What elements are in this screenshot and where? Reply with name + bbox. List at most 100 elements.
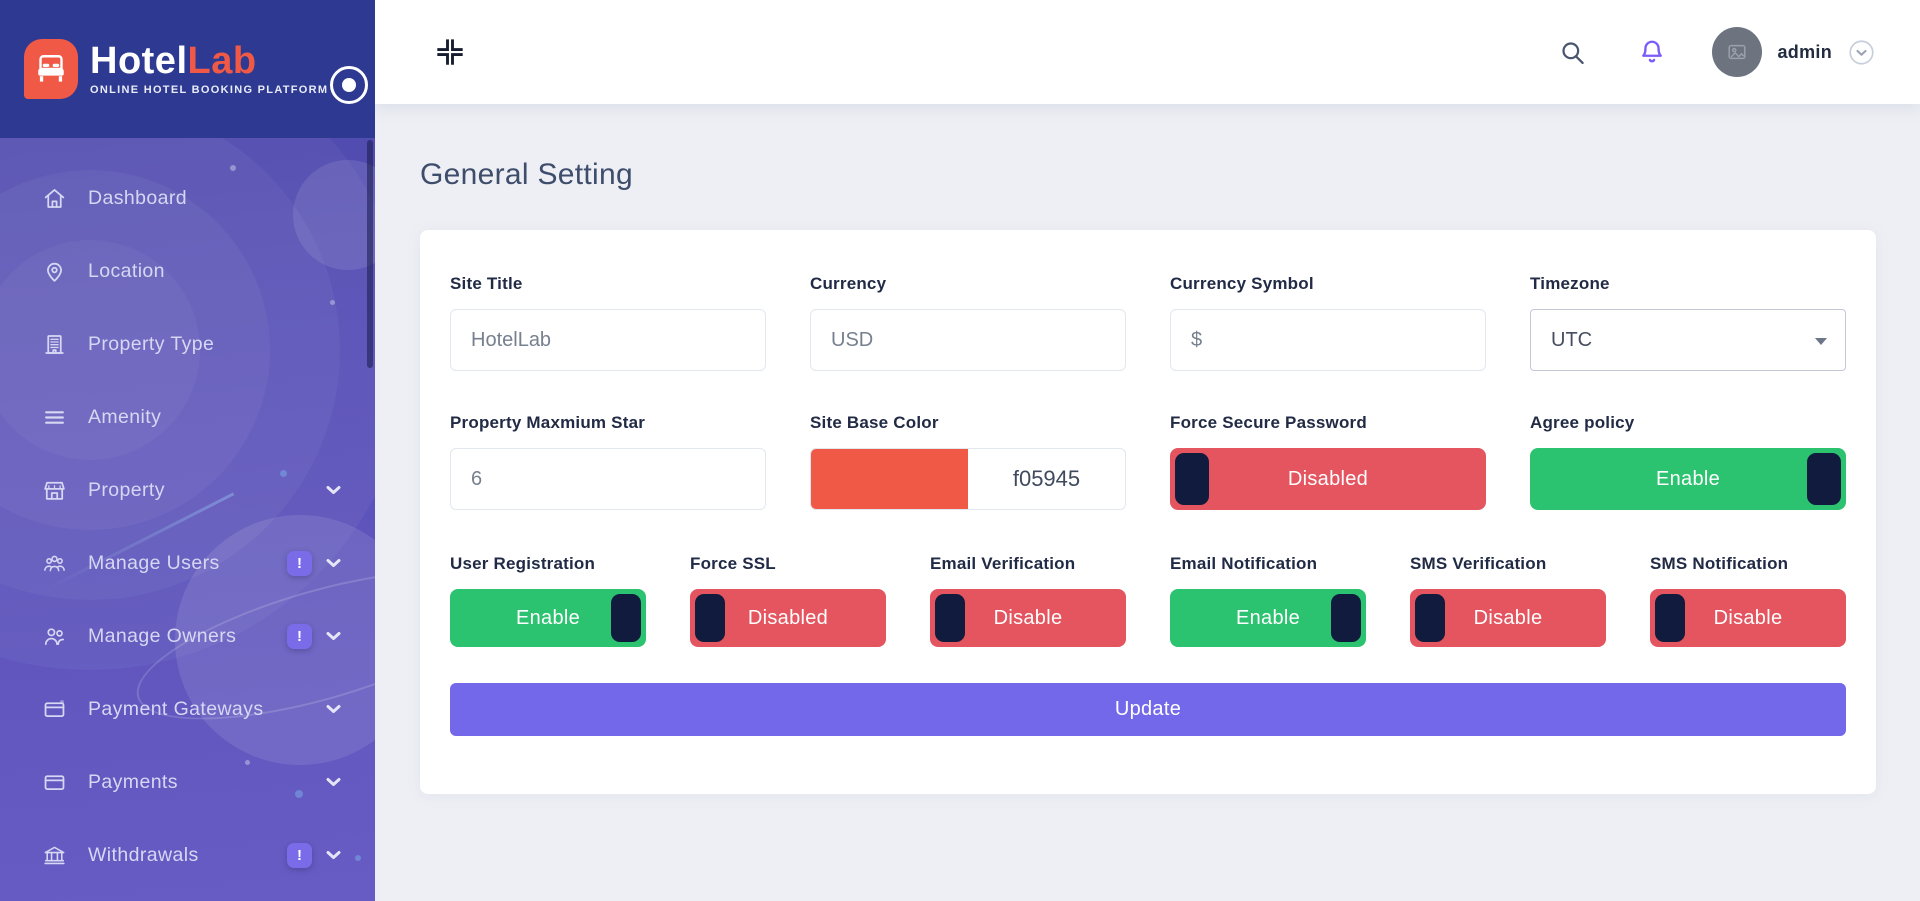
user-registration-label: User Registration [450,554,596,573]
brand-tagline: ONLINE HOTEL BOOKING PLATFORM [90,84,329,96]
main-content: General Setting Site Title Currency Curr… [375,104,1920,901]
sms-verification-toggle[interactable]: Disable [1410,589,1606,647]
users-group-icon [42,551,68,577]
chevron-down-icon [326,628,341,646]
user-menu-button[interactable] [1848,39,1875,66]
toggle-state-label: Disabled [1287,467,1369,490]
chevron-down-icon [326,847,341,865]
sidebar-item-label: Payment Gateways [88,698,264,720]
bank-icon [42,843,68,869]
sidebar-item-payments[interactable]: Payments [0,746,375,819]
alert-badge: ! [287,843,312,868]
currency-input[interactable] [810,309,1126,371]
chevron-down-icon [326,482,341,500]
sidebar-item-location[interactable]: Location [0,235,375,308]
toggle-knob [1175,453,1209,505]
map-pin-icon [42,259,68,285]
page-title: General Setting [420,158,633,191]
sidebar-item-dashboard[interactable]: Dashboard [0,162,375,235]
search-button[interactable] [1559,39,1586,66]
email-notification-label: Email Notification [1170,554,1318,573]
username-label: admin [1777,41,1832,62]
force-secure-password-toggle[interactable]: Disabled [1170,448,1486,510]
toggle-state-label: Disable [1473,606,1543,629]
toggle-knob [1331,594,1361,642]
avatar-placeholder-icon [1728,44,1747,60]
toggle-knob [1807,453,1841,505]
brand-title: HotelLab [90,40,257,82]
site-title-input[interactable] [450,309,766,371]
collapse-icon [437,39,463,65]
currency-symbol-input[interactable] [1170,309,1486,371]
force-ssl-toggle[interactable]: Disabled [690,589,886,647]
sidebar-item-label: Payments [88,771,178,793]
sidebar-nav: Dashboard Location Property Type Amenity… [0,138,375,892]
sidebar-item-label: Withdrawals [88,844,199,866]
sidebar-item-label: Manage Users [88,552,220,574]
sidebar-item-label: Property [88,479,165,501]
credit-card-icon [42,697,68,723]
sidebar-item-label: Location [88,260,165,282]
color-hex-value: f05945 [1012,466,1081,491]
notifications-button[interactable] [1638,38,1666,66]
property-max-star-label: Property Maxmium Star [450,413,646,432]
sidebar-item-property-type[interactable]: Property Type [0,308,375,381]
alert-badge: ! [287,551,312,576]
sms-notification-toggle[interactable]: Disable [1650,589,1846,647]
color-swatch[interactable] [811,449,968,509]
sidebar-item-payment-gateways[interactable]: Payment Gateways [0,673,375,746]
update-button[interactable]: Update [450,683,1846,736]
sidebar-item-manage-users[interactable]: Manage Users ! [0,527,375,600]
toggle-state-label: Disable [1713,606,1783,629]
toggle-knob [1655,594,1685,642]
email-notification-toggle[interactable]: Enable [1170,589,1366,647]
sidebar-item-label: Property Type [88,333,215,355]
sidebar-item-label: Manage Owners [88,625,237,647]
toggle-state-label: Enable [1655,467,1721,490]
chevron-down-icon [326,701,341,719]
user-avatar[interactable] [1712,27,1763,77]
bell-icon [1642,40,1663,63]
pin-dot [342,78,356,92]
hotel-bed-logo-icon [24,39,78,99]
sidebar-pin-toggle[interactable] [330,66,368,104]
agree-policy-toggle[interactable]: Enable [1530,448,1846,510]
sms-verification-label: SMS Verification [1410,554,1547,573]
email-verification-toggle[interactable]: Disable [930,589,1126,647]
toggle-state-label: Disabled [747,606,829,629]
email-verification-label: Email Verification [930,554,1076,573]
property-max-star-input[interactable] [450,448,766,510]
sms-notification-label: SMS Notification [1650,554,1789,573]
force-secure-password-label: Force Secure Password [1170,413,1367,432]
sidebar-item-amenity[interactable]: Amenity [0,381,375,454]
site-title-label: Site Title [450,274,523,293]
logo-block: HotelLab ONLINE HOTEL BOOKING PLATFORM [0,0,375,138]
timezone-select[interactable]: UTC [1530,309,1846,371]
sidebar-item-label: Amenity [88,406,162,428]
users-icon [42,624,68,650]
sidebar-item-property[interactable]: Property [0,454,375,527]
toggle-knob [1415,594,1445,642]
force-ssl-label: Force SSL [690,554,776,573]
topbar: admin [375,0,1920,104]
sidebar-item-manage-owners[interactable]: Manage Owners ! [0,600,375,673]
user-registration-toggle[interactable]: Enable [450,589,646,647]
menu-lines-icon [42,405,68,431]
sidebar-collapse-button[interactable] [433,35,467,69]
toggle-knob [935,594,965,642]
agree-policy-label: Agree policy [1530,413,1635,432]
timezone-label: Timezone [1530,274,1610,293]
sidebar-scrollbar-thumb[interactable] [367,140,373,368]
toggle-state-label: Enable [515,606,581,629]
search-icon [1562,41,1585,64]
currency-label: Currency [810,274,887,293]
sidebar-item-withdrawals[interactable]: Withdrawals ! [0,819,375,892]
chevron-down-icon [326,555,341,573]
credit-card-icon [42,770,68,796]
site-base-color-field[interactable]: f05945 [810,448,1126,510]
building-icon [42,332,68,358]
home-icon [42,186,68,212]
currency-symbol-label: Currency Symbol [1170,274,1314,293]
toggle-knob [695,594,725,642]
timezone-selected-value: UTC [1551,328,1593,351]
